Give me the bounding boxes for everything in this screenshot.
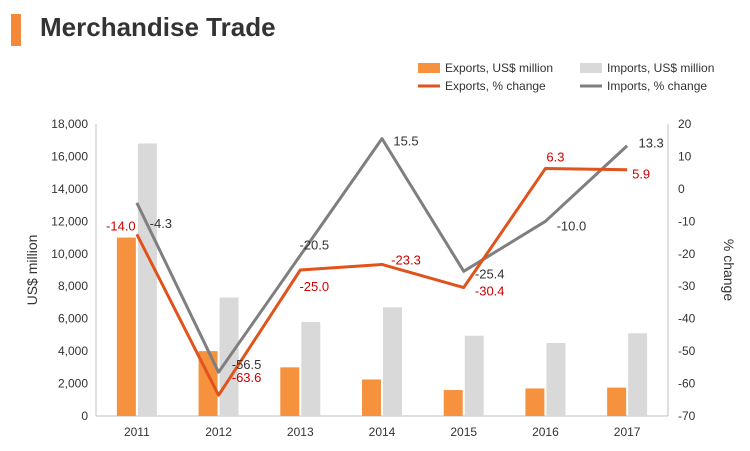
exports-bar xyxy=(525,388,545,416)
exports-change-label: -63.6 xyxy=(232,370,262,385)
legend-imports-bar-label: Imports, US$ million xyxy=(607,61,714,75)
legend-exports-bar-label: Exports, US$ million xyxy=(445,61,553,75)
left-tick-label: 8,000 xyxy=(58,279,88,293)
x-tick-label: 2017 xyxy=(614,425,641,439)
left-tick-label: 12,000 xyxy=(51,214,88,228)
x-tick-label: 2014 xyxy=(369,425,396,439)
x-tick-label: 2013 xyxy=(287,425,314,439)
left-tick-label: 18,000 xyxy=(51,117,88,131)
left-tick-label: 16,000 xyxy=(51,149,88,163)
page-title: Merchandise Trade xyxy=(40,12,276,42)
right-tick-label: -60 xyxy=(678,377,696,391)
legend-imports-bar-swatch xyxy=(580,63,602,73)
right-tick-label: 0 xyxy=(678,182,685,196)
imports-bar xyxy=(301,321,321,416)
imports-change-line xyxy=(135,137,629,374)
imports-change-label: -56.5 xyxy=(232,357,262,372)
right-tick-label: -50 xyxy=(678,344,696,358)
imports-bar xyxy=(383,307,402,416)
imports-change-label: 15.5 xyxy=(393,134,418,149)
left-tick-label: 6,000 xyxy=(58,312,88,326)
right-tick-label: -40 xyxy=(678,312,696,326)
imports-change-label: 13.3 xyxy=(638,136,663,151)
imports-change-label: -25.4 xyxy=(475,266,505,281)
imports-change-label: -4.3 xyxy=(150,216,172,231)
exports-bar xyxy=(116,237,136,416)
exports-change-label: -23.3 xyxy=(391,252,421,267)
imports-bar xyxy=(628,333,648,416)
right-tick-label: -10 xyxy=(678,214,696,228)
right-axis-title: % change xyxy=(721,239,737,301)
exports-bar xyxy=(443,390,463,416)
exports-bar xyxy=(362,379,381,416)
right-tick-label: -20 xyxy=(678,247,696,261)
title-accent-bar xyxy=(11,14,21,46)
x-tick-label: 2012 xyxy=(205,425,232,439)
exports-change-label: 5.9 xyxy=(632,167,650,182)
left-tick-label: 10,000 xyxy=(51,247,88,261)
left-axis-title: US$ million xyxy=(24,235,40,306)
left-tick-label: 4,000 xyxy=(58,344,88,358)
exports-change-line xyxy=(135,166,628,397)
exports-change-label: 6.3 xyxy=(546,149,564,164)
left-tick-label: 0 xyxy=(81,409,88,423)
left-tick-label: 2,000 xyxy=(58,377,88,391)
imports-bar xyxy=(464,335,484,416)
legend-exports-bar-swatch xyxy=(418,63,440,73)
x-tick-label: 2015 xyxy=(450,425,477,439)
imports-bar xyxy=(546,343,566,416)
exports-change-label: -30.4 xyxy=(475,284,505,299)
imports-bar xyxy=(137,143,157,416)
exports-bar xyxy=(607,387,627,416)
imports-change-label: -20.5 xyxy=(299,237,329,252)
exports-change-label: -25.0 xyxy=(299,279,329,294)
exports-bar xyxy=(280,367,300,416)
exports-change-label: -14.0 xyxy=(106,218,136,233)
x-tick-label: 2011 xyxy=(124,425,150,439)
right-tick-label: -30 xyxy=(678,279,696,293)
right-tick-label: -70 xyxy=(678,409,696,423)
legend-imports-line-label: Imports, % change xyxy=(607,79,707,93)
legend-exports-line-label: Exports, % change xyxy=(445,79,546,93)
x-tick-label: 2016 xyxy=(532,425,559,439)
left-tick-label: 14,000 xyxy=(51,182,88,196)
right-tick-label: 10 xyxy=(678,149,692,163)
right-tick-label: 20 xyxy=(678,117,692,131)
imports-change-label: -10.0 xyxy=(557,218,587,233)
